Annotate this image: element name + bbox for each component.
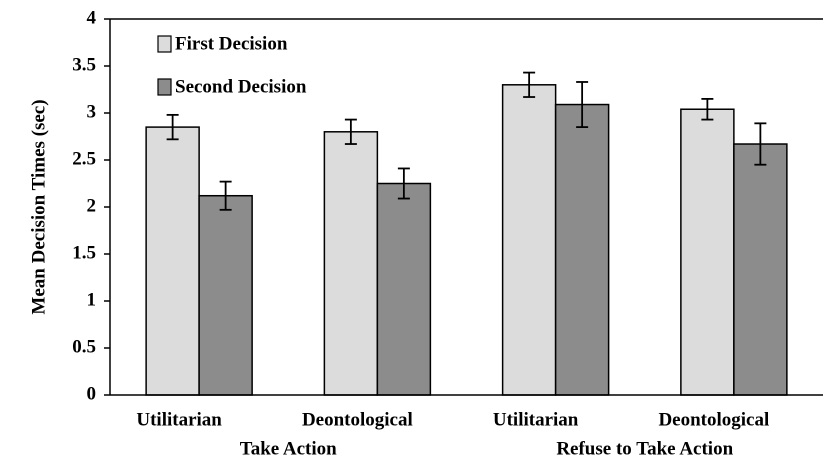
error-bar: [397, 167, 410, 200]
legend-swatch: [157, 35, 172, 53]
y-tick-label: 0: [87, 383, 97, 404]
y-tick-label: 1: [87, 289, 97, 310]
bar: [323, 131, 379, 396]
y-axis-title: Mean Decision Times (sec): [28, 99, 49, 314]
bar: [501, 84, 557, 396]
legend-label: Second Decision: [175, 76, 307, 97]
x-tick-label: Utilitarian: [493, 409, 579, 430]
y-tick-label: 1.5: [72, 242, 96, 263]
group-label: Refuse to Take Action: [556, 438, 733, 459]
x-tick-label: Utilitarian: [136, 409, 222, 430]
error-bar: [219, 180, 232, 211]
y-tick-label: 3: [87, 101, 97, 122]
y-tick-label: 4: [87, 7, 97, 28]
bar: [680, 108, 735, 396]
y-tick-label: 2.5: [72, 148, 96, 169]
bar: [733, 143, 788, 396]
y-tick-label: 3.5: [72, 54, 96, 75]
bar: [376, 182, 432, 396]
bar: [198, 194, 253, 396]
x-tick-label: Deontological: [302, 409, 413, 430]
error-bar: [344, 118, 357, 145]
error-bar: [523, 71, 536, 98]
legend-swatch: [157, 78, 172, 96]
error-bar: [754, 122, 767, 166]
legend-label: First Decision: [175, 33, 288, 54]
group-label: Take Action: [240, 438, 337, 459]
error-bar: [166, 113, 179, 141]
error-bar: [576, 81, 589, 128]
bar: [145, 126, 200, 396]
x-tick-label: Deontological: [658, 409, 769, 430]
y-tick-label: 2: [87, 195, 97, 216]
bar: [554, 103, 610, 396]
error-bar: [701, 98, 714, 121]
y-tick-label: 0.5: [72, 336, 96, 357]
